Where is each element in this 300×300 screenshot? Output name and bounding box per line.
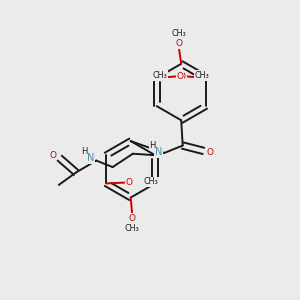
Text: H: H [149, 141, 156, 150]
Text: CH₃: CH₃ [194, 71, 209, 80]
Text: CH₃: CH₃ [153, 71, 168, 80]
Text: N: N [87, 154, 94, 164]
Text: N: N [155, 147, 163, 157]
Text: O: O [126, 178, 133, 187]
Text: H: H [81, 147, 88, 156]
Text: O: O [179, 72, 186, 81]
Text: CH₃: CH₃ [125, 224, 140, 233]
Text: O: O [129, 214, 136, 223]
Text: O: O [176, 72, 183, 81]
Text: O: O [206, 148, 214, 157]
Text: O: O [50, 151, 57, 160]
Text: CH₃: CH₃ [144, 177, 159, 186]
Text: O: O [175, 39, 182, 48]
Text: CH₃: CH₃ [172, 29, 186, 38]
